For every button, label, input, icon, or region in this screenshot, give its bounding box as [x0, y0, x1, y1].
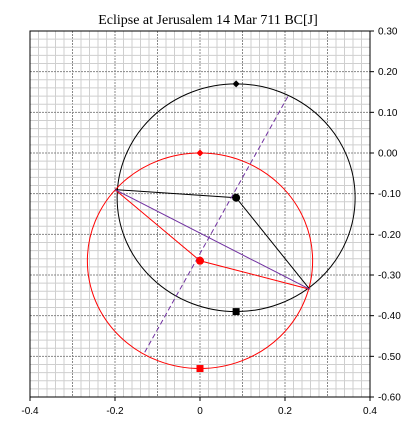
data-point-2: [232, 193, 241, 202]
y-tick-label: -0.20: [378, 230, 401, 241]
data-point-6: [196, 365, 204, 373]
data-point-5: [196, 256, 204, 265]
y-tick-label: 0.30: [378, 27, 398, 38]
chart-title: Eclipse at Jerusalem 14 Mar 711 BC[J]: [98, 13, 318, 28]
series-line-4: [144, 93, 290, 353]
y-tick-label: -0.10: [378, 189, 401, 200]
x-tick-label: 0: [197, 406, 203, 417]
data-point-4: [196, 149, 204, 157]
y-tick-label: -0.30: [378, 271, 401, 282]
y-tick-label: 0.20: [378, 67, 398, 78]
series-line-3: [114, 189, 310, 290]
plot-shapes: [86, 80, 356, 373]
data-point-3: [232, 308, 240, 316]
x-tick-label: 0.4: [363, 406, 377, 417]
y-tick-label: -0.40: [378, 311, 401, 322]
axes: -0.4 -0.2 0 0.2 0.40.300.200.100.00-0.10-0.2…: [21, 27, 401, 418]
y-tick-label: -0.60: [378, 393, 401, 404]
data-point-1: [232, 80, 240, 88]
x-tick-label: -0.4: [21, 406, 39, 417]
x-tick-label: -0.2: [106, 406, 124, 417]
y-tick-label: 0.10: [378, 108, 398, 119]
y-tick-label: 0.00: [378, 149, 398, 160]
y-tick-label: -0.50: [378, 352, 401, 363]
grid: [29, 30, 371, 398]
x-tick-label: 0.2: [278, 406, 292, 417]
